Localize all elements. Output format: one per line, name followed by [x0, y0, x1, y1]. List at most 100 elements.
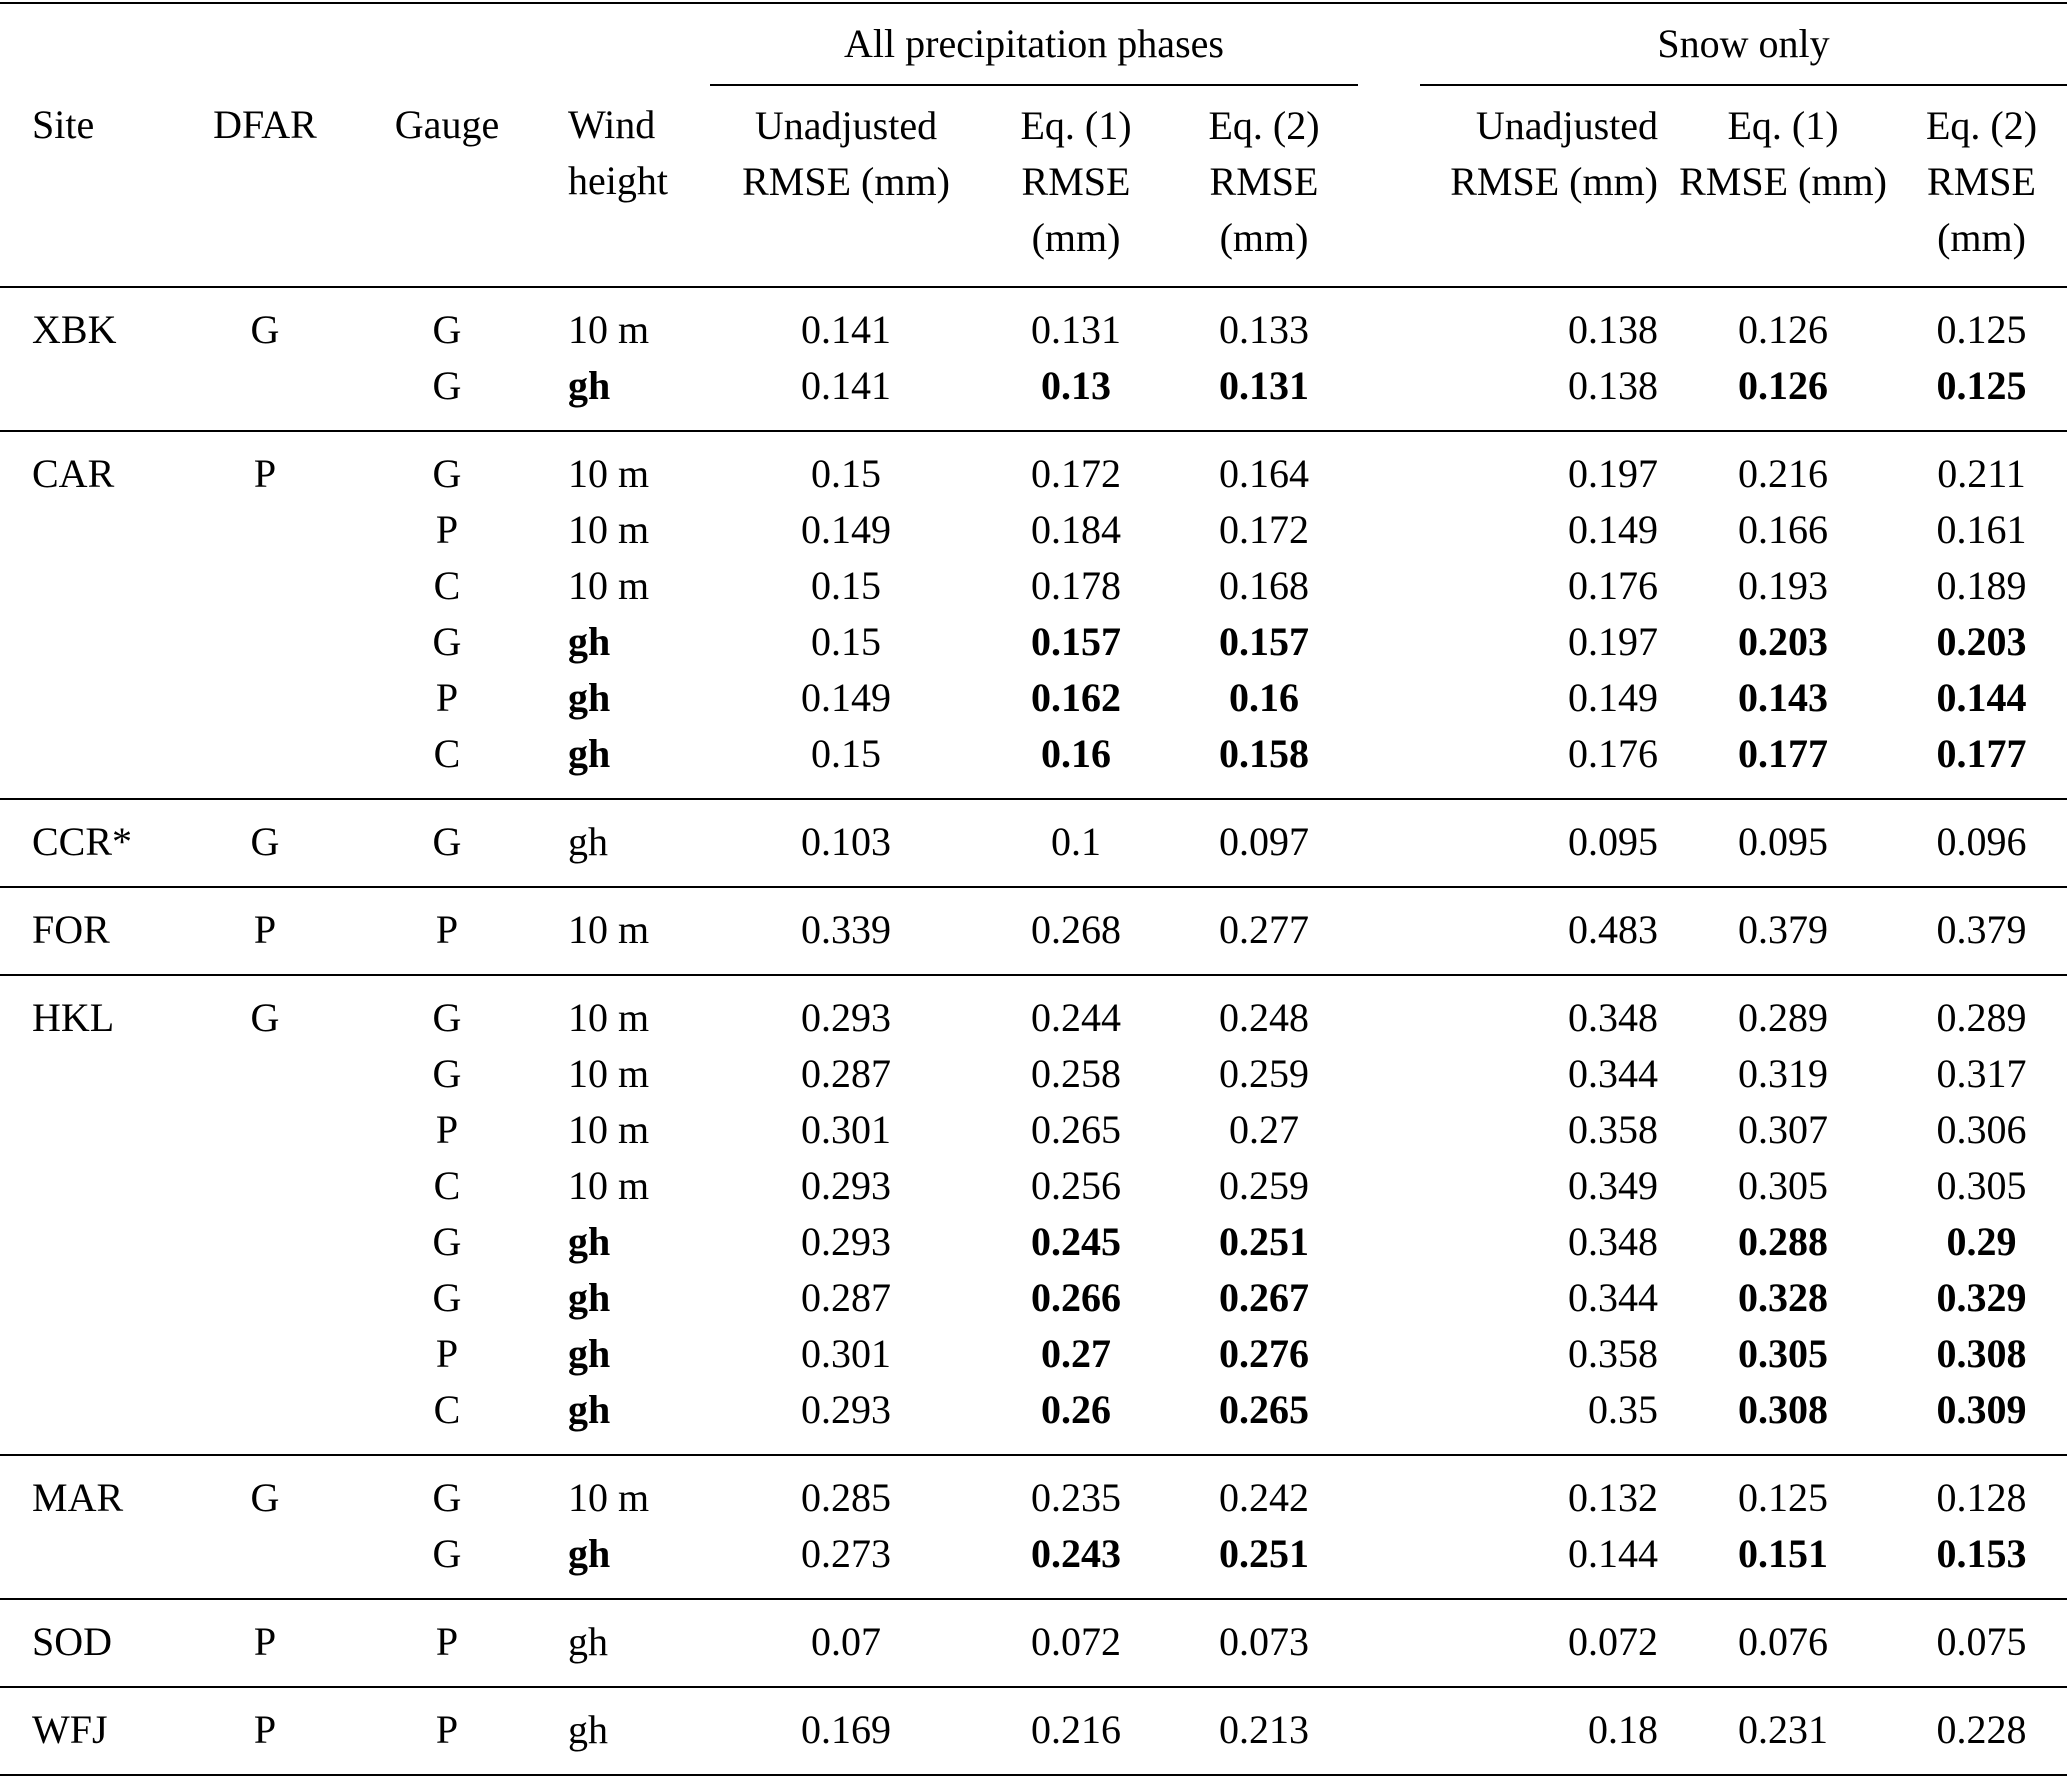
all-unadjusted-cell: 0.15 — [811, 563, 881, 608]
all-eq2-cell: 0.248 — [1219, 995, 1309, 1040]
snow-eq1-cell: 0.305 — [1670, 1326, 1896, 1382]
all-unadjusted-cell: 0.149 — [801, 675, 891, 720]
bold-value: 0.153 — [1936, 1531, 2027, 1576]
all-unadjusted-cell: 0.103 — [801, 819, 891, 864]
site-cell — [0, 670, 190, 726]
all-unadjusted-cell: 0.149 — [801, 507, 891, 552]
snow-unadjusted-cell: 0.144 — [1568, 1531, 1658, 1576]
col-header-wind-height: Wind height — [554, 85, 710, 288]
all-eq2-cell: 0.16 — [1170, 670, 1358, 726]
dfar-cell — [190, 670, 340, 726]
snow-unadjusted-cell: 0.344 — [1568, 1051, 1658, 1096]
gauge-cell: P — [435, 907, 459, 952]
snow-eq1-cell: 0.166 — [1738, 507, 1828, 552]
site-cell — [0, 1102, 190, 1158]
bold-value: 0.162 — [1031, 675, 1121, 720]
snow-unadjusted-cell: 0.358 — [1568, 1107, 1658, 1152]
gauge-cell: G — [432, 1051, 462, 1096]
snow-eq1-cell: 0.125 — [1738, 1475, 1828, 1520]
all-eq1-cell: 0.072 — [1031, 1619, 1121, 1664]
snow-unadjusted-cell: 0.072 — [1568, 1619, 1658, 1664]
gauge-cell: P — [435, 507, 459, 552]
snow-eq2-cell: 0.29 — [1896, 1214, 2067, 1270]
all-unadjusted-cell: 0.293 — [801, 995, 891, 1040]
table-header: All precipitation phases Snow only Site … — [0, 2, 2067, 288]
bold-value: gh — [568, 363, 611, 408]
snow-eq1-cell: 0.305 — [1738, 1163, 1828, 1208]
all-eq2-cell: 0.242 — [1219, 1475, 1309, 1520]
gauge-cell: C — [433, 563, 461, 608]
dfar-cell: P — [253, 1707, 277, 1752]
snow-unadjusted-cell: 0.344 — [1568, 1275, 1658, 1320]
all-unadjusted-cell: 0.285 — [801, 1475, 891, 1520]
bold-value: 0.131 — [1219, 363, 1309, 408]
site-cell — [0, 502, 190, 558]
gauge-cell: P — [435, 1619, 459, 1664]
dfar-cell: P — [253, 1619, 277, 1664]
gauge-cell: P — [435, 1107, 459, 1152]
all-eq2-cell: 0.131 — [1170, 358, 1358, 431]
snow-eq2-cell: 0.211 — [1937, 451, 2026, 496]
snow-unadjusted-cell: 0.35 — [1588, 1387, 1658, 1432]
snow-unadjusted-cell: 0.197 — [1568, 619, 1658, 664]
snow-unadjusted-cell: 0.149 — [1568, 675, 1658, 720]
spacer-cell — [1358, 502, 1420, 558]
all-eq2-cell: 0.158 — [1170, 726, 1358, 799]
site-cell — [0, 1214, 190, 1270]
dfar-cell: G — [250, 307, 280, 352]
bold-value: 0.276 — [1219, 1331, 1309, 1376]
all-eq1-cell: 0.16 — [982, 726, 1170, 799]
snow-unadjusted-cell: 0.176 — [1568, 563, 1658, 608]
site-group: MAR G G 10 m 0.285 0.235 0.242 0.132 0.125 0.128 G… — [0, 1455, 2067, 1599]
gauge-cell: C — [433, 1163, 461, 1208]
table-row: G 10 m 0.287 0.258 0.259 0.344 0.319 0.317 — [0, 1046, 2067, 1102]
all-unadjusted-cell: 0.141 — [801, 307, 891, 352]
all-eq2-cell: 0.213 — [1219, 1707, 1309, 1752]
snow-eq2-cell: 0.329 — [1896, 1270, 2067, 1326]
col-header-dfar: DFAR — [190, 85, 340, 288]
table-row: C 10 m 0.293 0.256 0.259 0.349 0.305 0.305 — [0, 1158, 2067, 1214]
spacer-cell — [1358, 887, 1420, 975]
spacer-cell — [1358, 1046, 1420, 1102]
all-eq2-cell: 0.133 — [1219, 307, 1309, 352]
spacer-cell — [1358, 614, 1420, 670]
bold-value: gh — [568, 675, 611, 720]
table-row: FOR P P 10 m 0.339 0.268 0.277 0.483 0.379 0.379 — [0, 887, 2067, 975]
group-header-all-phases: All precipitation phases — [710, 4, 1358, 86]
all-eq1-cell: 0.235 — [1031, 1475, 1121, 1520]
bold-value: 0.243 — [1031, 1531, 1121, 1576]
all-unadjusted-cell: 0.15 — [811, 451, 881, 496]
bold-value: gh — [568, 1387, 611, 1432]
snow-unadjusted-cell: 0.138 — [1568, 363, 1658, 408]
spacer-cell — [1358, 799, 1420, 887]
wind-height-cell: 10 m — [568, 1107, 650, 1152]
snow-eq2-cell: 0.308 — [1896, 1326, 2067, 1382]
site-cell: FOR — [32, 907, 110, 952]
snow-eq2-cell: 0.228 — [1936, 1707, 2027, 1752]
all-eq2-cell: 0.259 — [1219, 1051, 1309, 1096]
wind-height-cell: gh — [554, 1326, 710, 1382]
snow-unadjusted-cell: 0.349 — [1568, 1163, 1658, 1208]
all-eq1-cell: 0.216 — [1031, 1707, 1121, 1752]
snow-unadjusted-cell: 0.197 — [1568, 451, 1658, 496]
snow-eq1-cell: 0.307 — [1738, 1107, 1828, 1152]
site-cell — [0, 1382, 190, 1455]
all-eq1-cell: 0.258 — [1031, 1051, 1121, 1096]
snow-unadjusted-cell: 0.483 — [1568, 907, 1658, 952]
dfar-cell: G — [250, 995, 280, 1040]
bold-value: 0.309 — [1936, 1387, 2027, 1432]
spacer-cell — [1358, 1382, 1420, 1455]
dfar-cell — [190, 1326, 340, 1382]
snow-eq2-cell: 0.203 — [1896, 614, 2067, 670]
col-header-gauge: Gauge — [340, 85, 554, 288]
table-row: CAR P G 10 m 0.15 0.172 0.164 0.197 0.216 0.211 — [0, 431, 2067, 502]
gauge-cell: G — [432, 1275, 462, 1320]
